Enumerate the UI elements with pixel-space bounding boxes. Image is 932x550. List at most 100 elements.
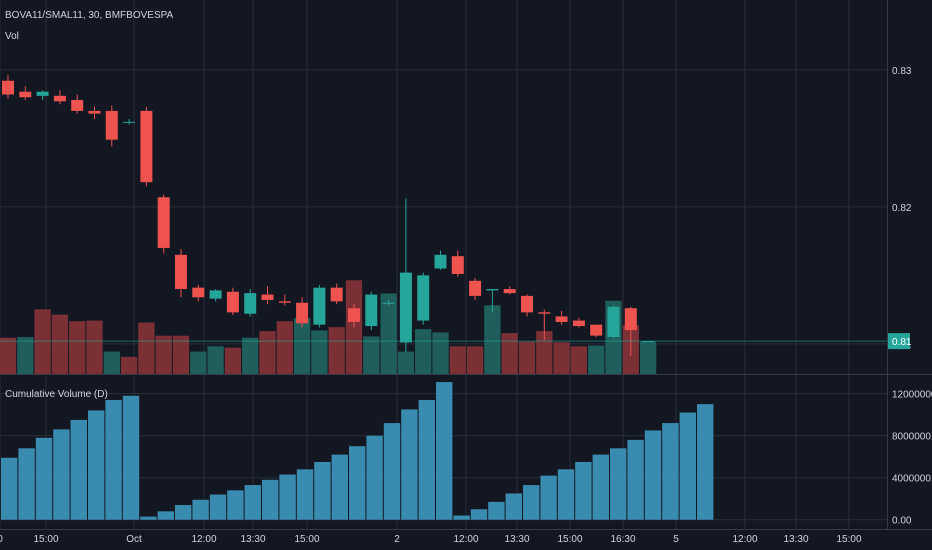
candle-body (261, 294, 274, 301)
candle-body (192, 287, 205, 298)
volume-bar (51, 314, 69, 374)
candle-body (348, 308, 360, 322)
cumulative-volume-bar (279, 474, 296, 520)
cumulative-volume-bar (244, 485, 261, 520)
volume-label[interactable]: Vol (5, 31, 19, 42)
cumulative-volume-bar (105, 399, 122, 520)
candle-body (209, 290, 222, 299)
x-tick-label: 12:00 (732, 534, 757, 545)
candle-body (2, 80, 14, 95)
cumulative-volume-bar (70, 419, 87, 520)
x-tick-label: 16:30 (610, 534, 635, 545)
volume-bar (138, 322, 155, 374)
candle-body (521, 295, 533, 313)
cumulative-volume-bar (383, 423, 401, 520)
cumulative-volume-bar (157, 511, 174, 520)
candle-body (244, 293, 257, 314)
x-tick-label: 13:30 (783, 534, 808, 545)
candle-body (451, 256, 464, 274)
cumulative-volume-bar (610, 448, 627, 520)
cumulative-volume-bar (401, 409, 418, 520)
volume-bar (293, 317, 311, 374)
cumulative-volume-bar (644, 430, 662, 520)
cumulative-volume-bar (35, 437, 53, 520)
candle-body (624, 308, 637, 331)
cumulative-volume-bar (697, 404, 714, 520)
volume-bar (172, 335, 190, 374)
cumulative-volume-bar (331, 454, 348, 520)
volume-bar (0, 337, 17, 374)
cumulative-volume-bar (296, 469, 314, 520)
volume-bar (155, 335, 172, 374)
volume-bar (553, 342, 570, 374)
price-tick-label: 0.83 (892, 66, 912, 77)
volume-bar (86, 320, 103, 374)
x-tick-label: 12:00 (453, 534, 478, 545)
cumulative-volume-bar (192, 499, 209, 520)
cumulative-volume-bar (470, 509, 488, 520)
x-tick-label: 13:30 (504, 534, 529, 545)
cumulative-volume-bar (436, 382, 453, 520)
candle-body (382, 302, 395, 304)
volume-bar (518, 341, 536, 374)
cumulative-volume-label[interactable]: Cumulative Volume (D) (5, 389, 108, 400)
x-tick-label: 0 (0, 534, 3, 545)
x-tick-label: 5 (673, 534, 679, 545)
cumulative-volume-bar (592, 454, 609, 520)
cumulative-volume-bar (540, 475, 557, 520)
volume-bar (466, 346, 484, 374)
volume-bar (34, 309, 51, 374)
cumulative-volume-bar (349, 446, 366, 520)
cumulative-volume-bar (366, 435, 383, 520)
x-tick-label: 13:30 (240, 534, 265, 545)
candle-body (105, 110, 118, 140)
candle-body (555, 316, 568, 322)
cumulative-volume-bar (227, 490, 244, 520)
last-price-label: 0.81 (892, 337, 912, 348)
volume-bar (501, 333, 518, 374)
candle-body (330, 287, 343, 302)
x-tick-label: 15:00 (836, 534, 861, 545)
volume-bars (0, 280, 657, 374)
cumulative-volume-bar (122, 395, 140, 520)
cumulative-volume-bar (140, 516, 157, 520)
candle-body (399, 272, 412, 343)
candle-body (590, 324, 603, 336)
candle-body (365, 294, 378, 327)
candle-body (175, 254, 187, 290)
cumulative-volume-bar (88, 410, 105, 520)
cumulative-volume-bars (1, 382, 714, 520)
cumulative-volume-bar (505, 493, 522, 520)
candle-body (503, 289, 516, 294)
candle-body (140, 110, 153, 183)
cumulative-volume-bar (314, 461, 331, 520)
x-tick-label: 15:00 (33, 534, 58, 545)
cumulative-volume-bar (627, 439, 644, 520)
volume-bar (484, 305, 501, 374)
candle-body (19, 91, 32, 98)
volume-bar (224, 347, 242, 374)
candle-body (434, 254, 447, 269)
cumulative-volume-bar (418, 399, 435, 520)
candle-body (226, 291, 239, 313)
candle-body (417, 275, 430, 321)
volume-bar (242, 337, 259, 374)
candle-body (88, 110, 101, 114)
volume-bar (328, 327, 345, 374)
volume-bar (570, 346, 588, 374)
volume-bar (190, 351, 207, 374)
volume-bar (415, 329, 432, 374)
symbol-title[interactable]: BOVA11/SMAL11, 30, BMFBOVESPA (5, 10, 174, 21)
cumulative-tick-label: 12000000.00 (892, 390, 932, 401)
candle-body (157, 197, 170, 248)
candlesticks (0, 75, 887, 357)
volume-bar (69, 321, 86, 374)
cumulative-tick-label: 0.00 (892, 516, 912, 527)
cumulative-volume-bar (53, 429, 70, 520)
volume-bar (536, 331, 553, 374)
x-tick-label: 15:00 (557, 534, 582, 545)
cumulative-volume-bar (488, 501, 505, 520)
cumulative-volume-bar (662, 423, 679, 520)
